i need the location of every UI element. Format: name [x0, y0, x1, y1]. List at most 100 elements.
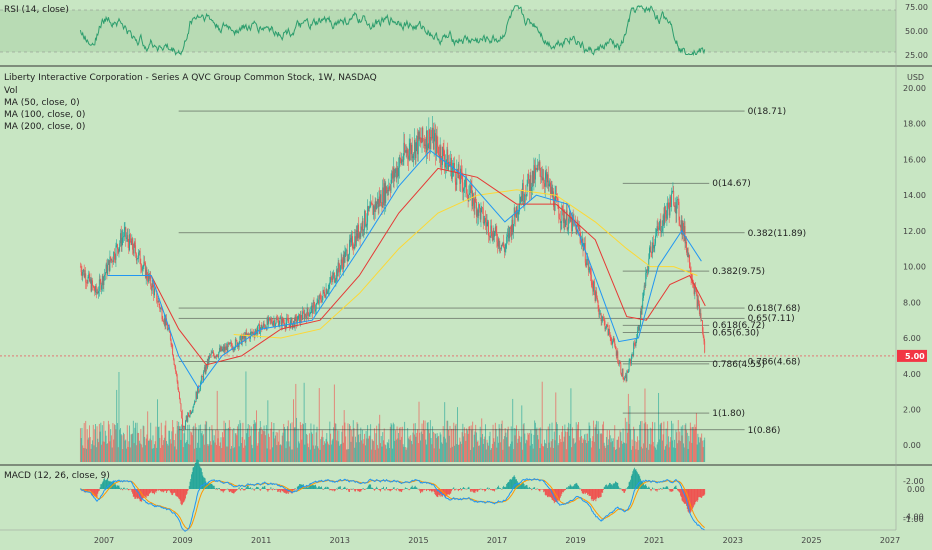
- macd-hist-bar: [334, 489, 336, 491]
- candle-body: [312, 302, 314, 314]
- volume-bar: [517, 438, 519, 462]
- macd-hist-bar: [236, 489, 238, 491]
- candle-body: [581, 239, 583, 240]
- candle-body: [175, 371, 177, 375]
- candle-body: [264, 325, 266, 329]
- candle-body: [92, 280, 93, 286]
- macd-hist-bar: [656, 489, 658, 492]
- candle-body: [416, 135, 418, 143]
- macd-hist-bar: [205, 481, 207, 489]
- volume-bar: [510, 443, 511, 462]
- volume-bar: [239, 420, 241, 462]
- macd-hist-bar: [650, 489, 652, 492]
- candle-body: [302, 311, 304, 313]
- volume-bar: [284, 429, 286, 462]
- candle-body: [258, 324, 260, 326]
- macd-hist-bar: [311, 485, 313, 489]
- volume-bar: [503, 436, 505, 462]
- macd-hist-bar: [466, 489, 468, 490]
- volume-bar: [626, 421, 628, 462]
- volume-bar: [324, 441, 325, 462]
- candle-body: [95, 286, 97, 294]
- macd-hist-bar: [607, 485, 609, 489]
- macd-hist-bar: [480, 489, 482, 490]
- volume-bar: [586, 443, 588, 462]
- macd-hist-bar: [420, 489, 421, 494]
- volume-bar: [383, 428, 385, 462]
- volume-bar: [137, 432, 139, 462]
- volume-bar: [588, 422, 590, 462]
- candle-body: [207, 358, 209, 364]
- volume-bar: [631, 439, 633, 462]
- macd-hist-bar: [97, 489, 99, 494]
- macd-hist-bar: [397, 488, 399, 490]
- macd-hist-bar: [373, 489, 375, 491]
- volume-bar: [270, 428, 272, 462]
- candle-body: [605, 328, 607, 330]
- macd-hist-bar: [274, 489, 276, 491]
- macd-hist-bar: [644, 484, 646, 489]
- candle-body: [528, 173, 530, 180]
- candle-body: [479, 204, 480, 209]
- volume-bar: [309, 449, 311, 462]
- volume-bar: [475, 424, 477, 462]
- volume-bar: [468, 426, 470, 462]
- volume-bar: [428, 429, 430, 462]
- macd-hist-bar: [279, 489, 281, 493]
- volume-bar: [593, 441, 595, 462]
- volume-bar: [535, 429, 537, 462]
- volume-bar: [532, 448, 534, 462]
- candle-body: [370, 202, 372, 204]
- candle-body: [259, 324, 260, 334]
- candle-body: [215, 356, 217, 358]
- candle-body: [330, 277, 332, 282]
- macd-hist-bar: [386, 486, 387, 489]
- candle-body: [425, 144, 427, 153]
- volume-bar: [245, 371, 247, 462]
- volume-bar: [601, 434, 603, 462]
- macd-hist-bar: [570, 485, 572, 489]
- candle-body: [404, 142, 406, 152]
- macd-hist-bar: [207, 483, 209, 489]
- volume-bar: [177, 425, 179, 462]
- candle-body: [186, 415, 188, 422]
- candle-body: [194, 401, 195, 405]
- volume-bar: [123, 434, 125, 462]
- volume-bar: [189, 444, 191, 462]
- macd-hist-bar: [212, 485, 214, 489]
- macd-hist-bar: [341, 489, 343, 490]
- candle-body: [358, 231, 360, 238]
- candle-body: [318, 299, 319, 304]
- candle-body: [84, 273, 86, 278]
- candle-body: [682, 222, 684, 235]
- volume-bar: [340, 443, 342, 462]
- volume-bar: [178, 421, 180, 462]
- candle-body: [440, 146, 442, 162]
- rsi-tick-50: 50.00: [905, 27, 928, 36]
- volume-bar: [299, 443, 301, 462]
- volume-bar: [652, 441, 654, 462]
- macd-hist-bar: [652, 488, 654, 490]
- macd-hist-bar: [490, 489, 492, 491]
- volume-bar: [318, 448, 319, 462]
- candle-body: [104, 272, 106, 275]
- macd-hist-bar: [479, 489, 480, 490]
- volume-bar: [287, 420, 289, 462]
- volume-bar: [389, 426, 391, 462]
- volume-bar: [615, 449, 617, 462]
- volume-bar: [405, 449, 407, 462]
- volume-bar: [203, 434, 205, 462]
- candle-body: [618, 362, 620, 365]
- candle-body: [366, 221, 368, 226]
- volume-bar: [384, 444, 386, 462]
- candle-body: [91, 280, 93, 291]
- macd-hist-bar: [667, 488, 669, 490]
- macd-hist-bar: [88, 489, 90, 491]
- volume-bar: [695, 427, 697, 462]
- candle-body: [244, 335, 246, 342]
- candle-body: [516, 206, 518, 215]
- candle-body: [184, 426, 186, 430]
- volume-bar: [599, 433, 601, 462]
- volume-bar: [132, 433, 134, 462]
